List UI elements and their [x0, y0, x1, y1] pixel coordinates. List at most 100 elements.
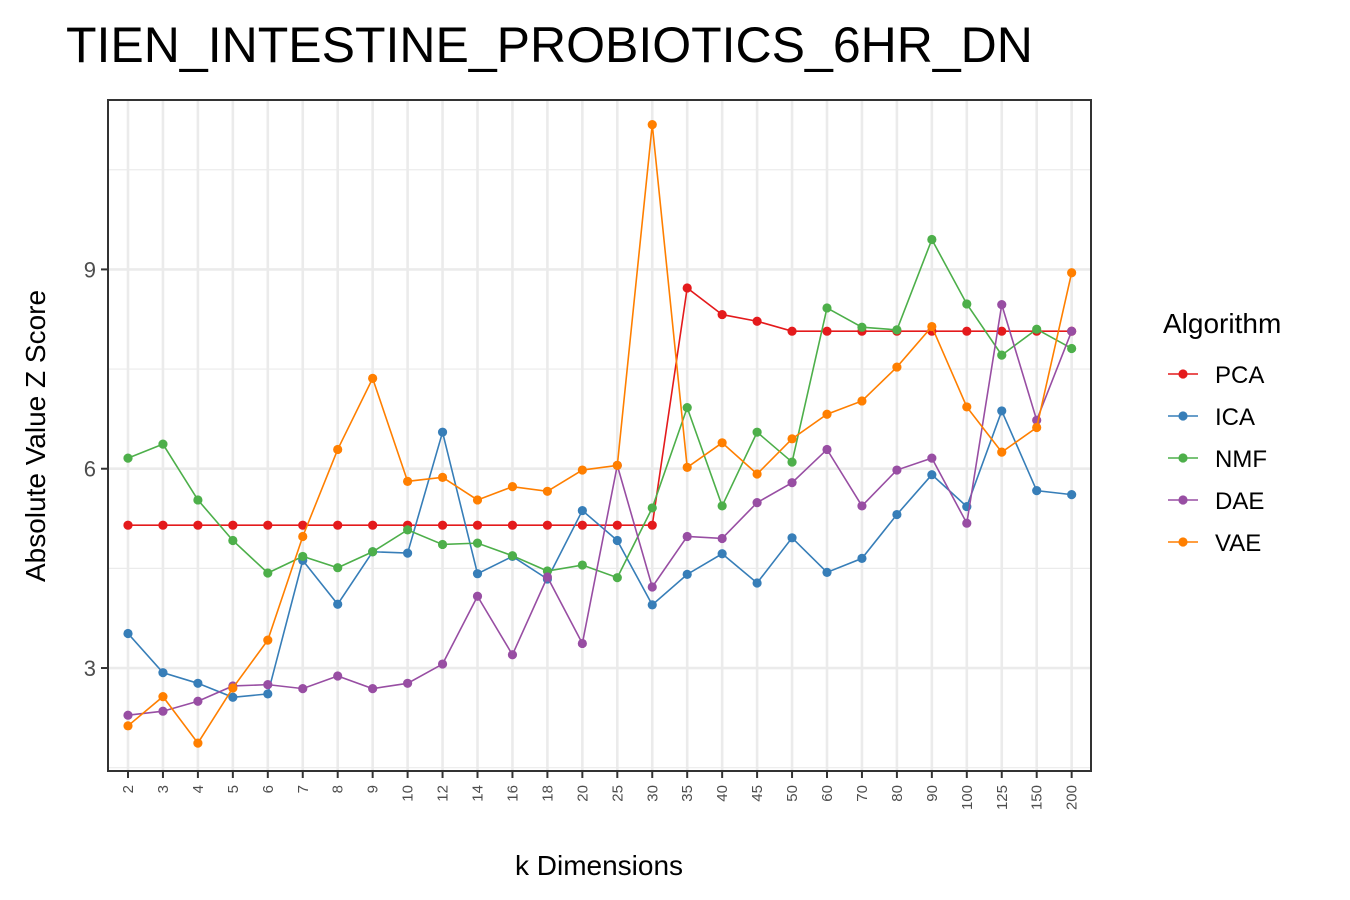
data-point-nmf: [1067, 343, 1077, 354]
data-point-nmf: [437, 539, 448, 550]
data-point-vae: [542, 486, 553, 496]
data-point-ica: [123, 628, 133, 639]
data-point-dae: [368, 684, 378, 694]
data-point-pca: [437, 520, 448, 530]
data-point-vae: [892, 362, 902, 372]
data-point-nmf: [927, 234, 937, 245]
x-tick-label: 18: [539, 785, 556, 802]
data-point-dae: [577, 638, 587, 649]
data-point-vae: [822, 409, 832, 419]
legend-title: Algorithm: [1163, 308, 1281, 339]
data-point-dae: [472, 591, 483, 601]
x-tick-label: 2: [120, 785, 137, 793]
data-point-pca: [682, 283, 692, 293]
data-point-nmf: [368, 547, 378, 557]
legend-key-point: [1178, 495, 1188, 505]
data-point-dae: [158, 706, 168, 716]
data-point-pca: [193, 520, 203, 530]
legend-item-nmf: NMF: [1168, 446, 1267, 473]
x-axis-title: k Dimensions: [515, 850, 683, 881]
data-point-nmf: [647, 503, 657, 513]
legend-label: NMF: [1215, 446, 1267, 473]
data-point-pca: [298, 520, 308, 530]
y-tick-label: 9: [84, 257, 96, 282]
data-point-ica: [857, 553, 867, 564]
data-point-vae: [123, 721, 133, 731]
data-point-dae: [997, 300, 1007, 310]
legend-key-point: [1178, 537, 1188, 547]
x-tick-label: 60: [819, 785, 836, 802]
data-point-nmf: [822, 303, 832, 313]
data-point-nmf: [997, 350, 1007, 360]
series-layer: [123, 119, 1077, 748]
data-point-vae: [962, 402, 972, 412]
data-point-pca: [647, 520, 657, 530]
data-point-vae: [472, 495, 483, 505]
data-point-ica: [822, 567, 832, 577]
data-point-nmf: [228, 535, 238, 546]
data-point-pca: [333, 520, 343, 530]
data-point-dae: [892, 465, 902, 475]
data-point-vae: [1032, 422, 1042, 433]
data-point-pca: [123, 520, 133, 530]
data-point-dae: [437, 659, 448, 669]
data-point-dae: [927, 453, 937, 463]
data-point-vae: [437, 472, 448, 482]
data-point-ica: [682, 569, 692, 579]
legend-label: DAE: [1215, 488, 1264, 515]
y-tick-label: 6: [84, 457, 96, 482]
y-tick-label: 3: [84, 656, 96, 681]
legend-item-vae: VAE: [1168, 530, 1261, 557]
data-point-ica: [158, 668, 168, 678]
data-point-vae: [682, 462, 692, 472]
data-point-vae: [228, 683, 238, 693]
data-point-pca: [717, 309, 727, 320]
x-tick-label: 4: [190, 785, 207, 793]
data-point-pca: [577, 520, 587, 530]
series-vae: [123, 119, 1077, 748]
data-point-ica: [1067, 490, 1077, 500]
legend-item-dae: DAE: [1168, 488, 1264, 515]
data-point-vae: [263, 635, 273, 645]
x-tick-label: 125: [994, 785, 1011, 810]
data-point-vae: [997, 447, 1007, 457]
data-point-vae: [403, 476, 413, 486]
x-tick-label: 200: [1064, 785, 1081, 810]
data-point-ica: [997, 406, 1007, 416]
legend-items: PCA ICA NMF DAE VAE: [1168, 362, 1267, 557]
data-point-ica: [403, 548, 413, 558]
x-tick-label: 6: [260, 785, 277, 793]
legend-label: VAE: [1215, 530, 1261, 557]
data-point-pca: [368, 520, 378, 530]
data-point-nmf: [892, 325, 902, 335]
x-tick-label: 30: [644, 785, 661, 802]
data-point-ica: [752, 578, 762, 588]
x-tick-label: 90: [924, 785, 941, 802]
data-point-ica: [333, 599, 343, 609]
data-point-ica: [612, 535, 622, 546]
data-point-dae: [507, 650, 518, 660]
data-point-nmf: [403, 525, 413, 535]
data-point-vae: [333, 444, 343, 455]
series-line-nmf: [127, 237, 1073, 579]
x-tick-label: 9: [365, 785, 382, 793]
legend-key-point: [1178, 453, 1188, 463]
data-point-nmf: [333, 563, 343, 573]
data-point-dae: [682, 531, 692, 542]
data-point-nmf: [752, 427, 762, 437]
data-point-pca: [822, 326, 832, 336]
data-point-dae: [787, 478, 797, 488]
data-point-pca: [158, 520, 168, 530]
series-pca: [123, 283, 1077, 530]
data-point-pca: [228, 520, 238, 530]
data-point-nmf: [612, 573, 622, 583]
legend-key-point: [1178, 369, 1188, 379]
series-nmf: [123, 234, 1077, 583]
data-point-vae: [507, 482, 518, 492]
legend: Algorithm PCA ICA NMF DAE VAE: [1163, 308, 1281, 557]
data-point-pca: [752, 316, 762, 326]
x-tick-label: 100: [959, 785, 976, 810]
data-point-nmf: [158, 439, 168, 449]
